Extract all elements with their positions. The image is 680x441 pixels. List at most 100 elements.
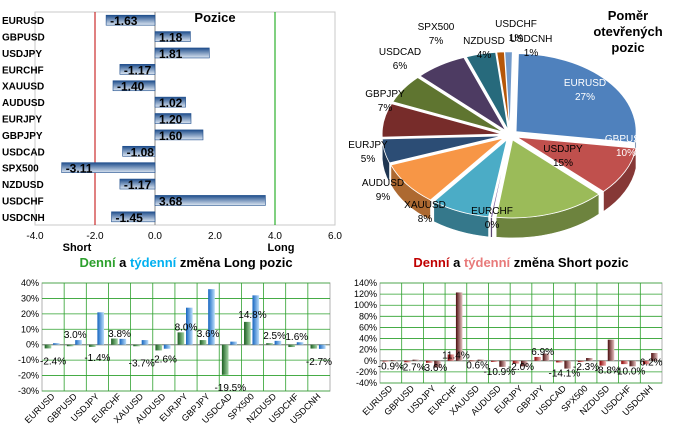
long-annotation: Long xyxy=(268,242,295,254)
data-label: -2.4% xyxy=(40,356,66,367)
category-label: GBPUSD xyxy=(2,33,45,44)
bar-weekly-eurusd xyxy=(53,343,60,345)
x-tick-label: -2.0 xyxy=(86,231,104,242)
pie-tops xyxy=(381,51,637,219)
data-label: -10.0% xyxy=(614,366,646,377)
pie-slice-eurusd xyxy=(515,53,637,144)
data-label: -2.3% xyxy=(573,362,599,373)
data-label: -0.9% xyxy=(378,361,404,372)
bar-weekly-eurchf xyxy=(119,338,127,345)
bar-eurchf xyxy=(119,64,156,75)
bar-daily-nzdusd xyxy=(599,360,607,366)
bar-weekly-usdchf xyxy=(629,360,636,367)
bar-daily-usdjpy xyxy=(425,360,433,363)
bar-daily-spx500 xyxy=(244,321,251,345)
bar-weekly-gbpjpy xyxy=(208,289,215,345)
x-tick-label: 4.0 xyxy=(268,231,282,242)
title-part: a xyxy=(449,255,463,270)
pie-label-value: 27% xyxy=(575,92,595,103)
category-label: USDJPY xyxy=(2,49,42,60)
pie-label-name: USDCNH xyxy=(510,34,553,45)
y-tick-label: 0% xyxy=(364,356,377,366)
bar-weekly-usdchf xyxy=(296,342,304,345)
title-part: Denní xyxy=(413,255,450,270)
bar-daily-usdchf xyxy=(621,360,628,365)
pie-slice-gbpjpy xyxy=(381,103,503,138)
bar-daily-audusd xyxy=(491,360,498,362)
bar-weekly-spx500 xyxy=(252,295,260,345)
pie-label-value: 0% xyxy=(485,220,500,231)
y-tick-label: -30% xyxy=(18,386,39,396)
value-label: 3.68 xyxy=(159,194,183,208)
bar-daily-gbpusd xyxy=(66,344,74,347)
bar-usdcad xyxy=(122,145,156,157)
y-tick-label: 20% xyxy=(21,309,39,319)
y-tick-label: 100% xyxy=(354,300,377,310)
value-label: 1.60 xyxy=(159,129,183,143)
value-label: -3.11 xyxy=(66,162,93,176)
data-label: 11.4% xyxy=(442,350,470,361)
pie-slice-gbpusd xyxy=(516,136,637,192)
pie-slice-eurjpy xyxy=(381,135,503,164)
pomer-pie-chart: EURUSD 27% GBPUSD 10% USDJPY 15% EURCHF 0% XAUUS… xyxy=(348,8,663,239)
y-tick-label: 60% xyxy=(359,322,377,332)
pie-label-value: 4% xyxy=(477,50,492,61)
pie-slice-usdcnh xyxy=(504,51,513,130)
pie-slice-nzdusd xyxy=(465,51,509,131)
pie-label-value: 7% xyxy=(429,36,444,47)
pozice-chart: EURUSD -1.63 GBPUSD 1.18 USDJPY 1.81 EURCHF -1.… xyxy=(2,10,342,254)
category-label: EURJPY xyxy=(2,115,42,126)
bar-gbpjpy xyxy=(154,129,204,141)
pie-label-value: 10% xyxy=(616,148,636,159)
bar-daily-usdcnh xyxy=(642,360,650,365)
bar-usdjpy xyxy=(154,47,210,59)
y-tick-label: -40% xyxy=(356,378,377,388)
bar-weekly-xauusd xyxy=(477,359,485,361)
pie-label-name: XAUUSD xyxy=(404,200,446,211)
bar-nzdusd xyxy=(119,178,156,190)
bar-daily-eurchf xyxy=(111,338,118,345)
value-label: 1.02 xyxy=(159,96,183,110)
chart-title: Denní a týdenní změna Long pozic xyxy=(79,255,292,270)
pie-title-line: Poměr xyxy=(608,8,648,23)
y-tick-label: -20% xyxy=(18,371,39,381)
pie-label-name: USDCAD xyxy=(379,47,421,58)
pie-label-name: EURCHF xyxy=(471,206,513,217)
bar-weekly-eurjpy xyxy=(186,307,193,345)
pie-label-name: EURUSD xyxy=(564,78,606,89)
bar-daily-eurjpy xyxy=(512,360,520,364)
bar-daily-usdchf xyxy=(288,344,295,348)
bar-daily-audusd xyxy=(155,344,163,351)
data-label: -3.6% xyxy=(421,363,447,374)
bar-weekly-usdjpy xyxy=(434,360,441,368)
pie-title-line: pozic xyxy=(611,40,644,55)
pie-label-name: USDCHF xyxy=(495,19,537,30)
title-part: a xyxy=(116,255,130,270)
y-tick-label: 120% xyxy=(354,289,377,299)
bar-audusd xyxy=(154,96,186,108)
bar-weekly-spx500 xyxy=(586,358,593,361)
bar-weekly-audusd xyxy=(499,360,506,367)
pie-title-line: otevřených xyxy=(593,24,662,39)
y-tick-label: -10% xyxy=(18,355,39,365)
data-label: 0.6% xyxy=(466,360,489,371)
data-label: 3.8% xyxy=(108,329,131,340)
bar-xauusd xyxy=(112,80,156,92)
pie-label-name: NZDUSD xyxy=(463,36,505,47)
title-part: změna Short pozic xyxy=(510,255,628,270)
pie-label-name: AUDUSD xyxy=(362,178,404,189)
x-tick-label: 2.0 xyxy=(208,231,222,242)
value-label: 1.81 xyxy=(159,47,183,61)
data-label: -2.7% xyxy=(399,362,425,373)
value-label: -1.40 xyxy=(117,80,145,94)
title-part: týdenní xyxy=(130,255,177,270)
pie-label-value: 8% xyxy=(418,214,433,225)
bar-weekly-eurjpy xyxy=(521,360,528,367)
value-label: -1.45 xyxy=(116,211,144,225)
category-label: EURCHF xyxy=(2,65,44,76)
pie-label-value: 7% xyxy=(378,103,393,114)
bar-spx500 xyxy=(61,162,156,173)
bar-daily-gbpusd xyxy=(404,360,411,363)
bar-daily-eurusd xyxy=(44,344,52,349)
bar-eurjpy xyxy=(154,113,192,124)
